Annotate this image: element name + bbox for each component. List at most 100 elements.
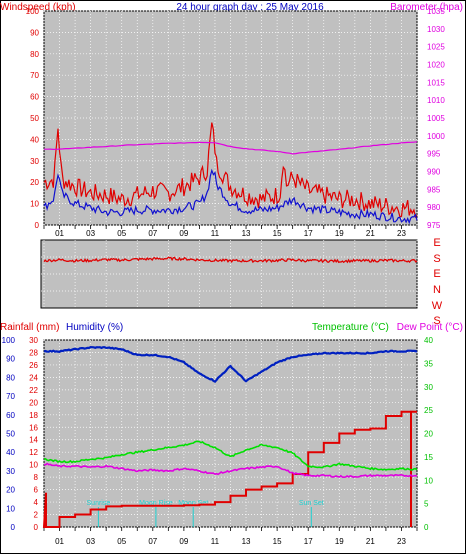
- x-tick-label: 13: [242, 537, 251, 546]
- barometer-axis-label: Barometer (hpa): [390, 2, 463, 13]
- compass-label: E: [433, 268, 440, 280]
- windspeed-tick-label: 10: [30, 200, 39, 209]
- x-tick-label: 03: [86, 537, 95, 546]
- barometer-tick-label: 1010: [427, 96, 445, 105]
- windspeed-tick-label: 30: [30, 157, 39, 166]
- windspeed-tick-label: 70: [30, 71, 39, 80]
- dewpoint-axis-label: Dew Point (°C): [397, 322, 463, 333]
- rainfall-tick-label: 20: [29, 398, 38, 407]
- temperature-tick-label: 10: [424, 476, 433, 485]
- barometer-tick-label: 975: [427, 221, 441, 230]
- windgust-line: [43, 168, 418, 225]
- windspeed-tick-label: 90: [30, 28, 39, 37]
- rainfall-line: [42, 410, 418, 528]
- humidity-tick-label: 70: [6, 392, 15, 401]
- x-tick-label: 03: [86, 229, 95, 238]
- barometer-tick-label: 990: [427, 168, 441, 177]
- rainfall-tick-label: 8: [34, 473, 39, 482]
- compass-label: S: [433, 253, 440, 265]
- barometer-tick-label: 1035: [427, 7, 445, 16]
- compass-label: E: [433, 237, 440, 249]
- compass-label: W: [432, 300, 443, 312]
- rainfall-tick-label: 6: [34, 486, 39, 495]
- rainfall-tick-label: 30: [29, 336, 38, 345]
- temperature-line: [43, 440, 418, 471]
- windspeed-tick-label: 100: [26, 7, 40, 16]
- rainfall-tick-label: 16: [29, 423, 38, 432]
- humidity-line: [43, 345, 418, 383]
- event-label: Moon Set: [178, 500, 208, 507]
- temperature-axis-label: Temperature (°C): [312, 322, 389, 333]
- rainfall-tick-label: 14: [29, 436, 38, 445]
- compass-label: S: [433, 315, 440, 327]
- windspeed-tick-label: 50: [30, 114, 39, 123]
- x-tick-label: 09: [179, 229, 188, 238]
- rainfall-tick-label: 10: [29, 461, 38, 470]
- x-tick-label: 01: [55, 537, 64, 546]
- windspeed-line: [43, 122, 418, 219]
- x-tick-label: 15: [273, 229, 282, 238]
- humidity-tick-label: 0: [11, 523, 16, 532]
- rainfall-tick-label: 24: [29, 373, 38, 382]
- windspeed-tick-label: 0: [35, 221, 40, 230]
- windspeed-axis-label: Windspeed (kph): [0, 2, 76, 13]
- rainfall-tick-label: 28: [29, 348, 38, 357]
- x-tick-label: 11: [211, 229, 220, 238]
- humidity-tick-label: 60: [6, 411, 15, 420]
- temperature-tick-label: 35: [424, 359, 433, 368]
- x-tick-label: 17: [304, 229, 313, 238]
- barometer-line: [44, 141, 418, 155]
- temperature-tick-label: 20: [424, 430, 433, 439]
- x-tick-label: 19: [335, 229, 344, 238]
- x-tick-label: 21: [366, 229, 375, 238]
- x-tick-label: 23: [397, 537, 406, 546]
- x-tick-label: 21: [366, 537, 375, 546]
- event-label: Moon Rise: [139, 500, 173, 507]
- x-tick-label: 07: [148, 537, 157, 546]
- x-tick-label: 13: [242, 229, 251, 238]
- humidity-tick-label: 30: [6, 467, 15, 476]
- humidity-tick-label: 100: [2, 336, 16, 345]
- rainfall-axis-label: Rainfall (mm): [0, 322, 59, 333]
- x-tick-label: 17: [304, 537, 313, 546]
- rainfall-tick-label: 4: [34, 498, 39, 507]
- barometer-tick-label: 985: [427, 185, 441, 194]
- barometer-tick-label: 1000: [427, 132, 445, 141]
- humidity-tick-label: 10: [6, 504, 15, 513]
- rainfall-tick-label: 22: [29, 386, 38, 395]
- x-tick-label: 07: [148, 229, 157, 238]
- barometer-tick-label: 1025: [427, 43, 445, 52]
- x-tick-label: 05: [117, 537, 126, 546]
- chart-title: 24 hour graph day : 25 May 2016: [176, 2, 324, 13]
- humidity-tick-label: 40: [6, 448, 15, 457]
- rainfall-tick-label: 12: [29, 448, 38, 457]
- dewpoint-line: [43, 462, 418, 479]
- x-tick-label: 15: [273, 537, 282, 546]
- barometer-tick-label: 1005: [427, 114, 445, 123]
- temperature-tick-label: 0: [424, 523, 429, 532]
- x-tick-label: 09: [179, 537, 188, 546]
- x-tick-label: 23: [397, 229, 406, 238]
- windspeed-tick-label: 40: [30, 135, 39, 144]
- humidity-tick-label: 50: [6, 430, 15, 439]
- windspeed-tick-label: 20: [30, 178, 39, 187]
- rainfall-tick-label: 18: [29, 411, 38, 420]
- humidity-axis-label: Humidity (%): [66, 322, 123, 333]
- barometer-tick-label: 1020: [427, 61, 445, 70]
- humidity-tick-label: 80: [6, 373, 15, 382]
- direction-plot-area: [40, 239, 418, 309]
- barometer-tick-label: 980: [427, 203, 441, 212]
- rainfall-tick-label: 2: [34, 511, 39, 520]
- humidity-tick-label: 20: [6, 486, 15, 495]
- event-label: Sun Set: [299, 500, 324, 507]
- temperature-tick-label: 5: [424, 500, 429, 509]
- temperature-tick-label: 30: [424, 383, 433, 392]
- rainfall-tick-label: 0: [34, 523, 39, 532]
- x-tick-label: 11: [211, 537, 220, 546]
- x-tick-label: 19: [335, 537, 344, 546]
- x-tick-label: 05: [117, 229, 126, 238]
- barometer-tick-label: 1015: [427, 78, 445, 87]
- windspeed-tick-label: 60: [30, 93, 39, 102]
- barometer-tick-label: 995: [427, 150, 441, 159]
